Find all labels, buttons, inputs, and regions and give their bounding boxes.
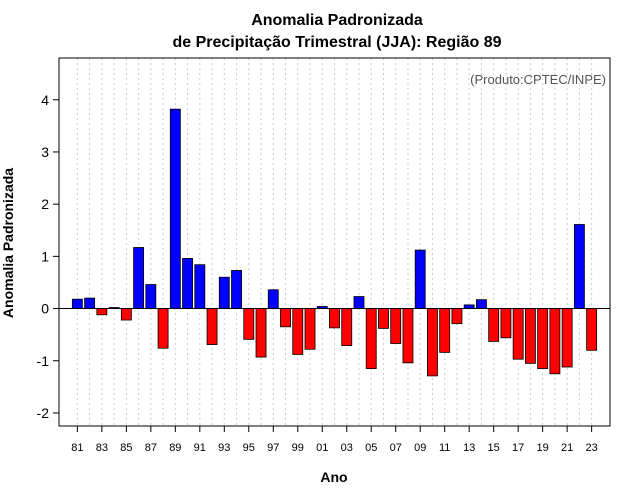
x-tick-label: 91 <box>194 442 206 454</box>
x-tick-label: 95 <box>243 442 255 454</box>
bar-2012 <box>451 308 463 325</box>
bar-2007 <box>390 308 402 344</box>
bar-1986 <box>133 247 145 309</box>
bar-1983 <box>96 308 108 316</box>
x-tick-label: 21 <box>561 442 573 454</box>
bar-2004 <box>353 296 365 309</box>
y-tick-label: 4 <box>41 92 49 108</box>
credit-label: (Produto:CPTEC/INPE) <box>470 72 606 87</box>
x-tick-label: 87 <box>145 442 157 454</box>
bar-2008 <box>402 308 414 364</box>
grid-lines <box>76 58 593 426</box>
bar-1993 <box>218 276 230 309</box>
x-tick-label: 99 <box>292 442 304 454</box>
x-axis-title: Ano <box>320 469 347 485</box>
chart-title: Anomalia Padronizada <box>251 12 423 29</box>
bar-2016 <box>500 308 512 339</box>
bar-2019 <box>537 308 549 369</box>
bar-2010 <box>427 308 438 377</box>
bar-1992 <box>206 308 218 345</box>
y-tick-label: 3 <box>41 144 49 160</box>
x-tick-label: 07 <box>390 442 402 454</box>
x-tick-label: 15 <box>488 442 500 454</box>
bar-2015 <box>488 308 500 342</box>
bar-2005 <box>365 308 377 369</box>
bar-2003 <box>341 308 353 347</box>
bar-2014 <box>476 299 487 309</box>
bar-1988 <box>157 308 169 349</box>
bar-2018 <box>524 308 536 364</box>
x-tick-label: 05 <box>365 442 377 454</box>
y-tick-label: 1 <box>41 248 49 264</box>
bar-1995 <box>243 308 255 340</box>
bar-2011 <box>439 308 451 353</box>
y-axis: -2 -1 0 1 2 3 4 <box>37 92 59 421</box>
bar-2009 <box>414 249 426 309</box>
x-tick-label: 13 <box>463 442 475 454</box>
x-tick-label: 01 <box>316 442 328 454</box>
bar-1989 <box>169 108 181 309</box>
y-tick-label: -1 <box>37 353 50 369</box>
bar-1990 <box>182 258 193 309</box>
x-tick-label: 83 <box>96 442 108 454</box>
x-tick-label: 93 <box>218 442 230 454</box>
bar-2023 <box>586 308 598 351</box>
bar-1997 <box>267 289 279 309</box>
x-tick-label: 09 <box>414 442 426 454</box>
bar-2022 <box>573 224 585 309</box>
x-tick-label: 89 <box>169 442 181 454</box>
bar-2021 <box>561 308 573 368</box>
bar-1985 <box>120 308 132 321</box>
y-tick-label: -2 <box>37 405 50 421</box>
x-tick-label: 17 <box>512 442 524 454</box>
x-tick-label: 03 <box>341 442 353 454</box>
bar-1999 <box>292 308 304 355</box>
bar-1982 <box>84 297 96 309</box>
x-tick-label: 81 <box>71 442 83 454</box>
bar-2002 <box>329 308 340 329</box>
x-axis: 81 83 85 87 89 91 93 95 97 99 01 03 05 07 09 11 13 15 17 19… <box>71 426 598 454</box>
bar-1998 <box>280 308 291 328</box>
x-tick-label: 19 <box>537 442 549 454</box>
bar-1994 <box>231 270 242 309</box>
y-axis-title: Anomalia Padronizada <box>0 168 16 318</box>
bar-1987 <box>145 284 157 309</box>
bar-1981 <box>71 298 83 309</box>
x-tick-label: 11 <box>439 442 450 454</box>
x-tick-label: 23 <box>586 442 598 454</box>
x-tick-label: 97 <box>267 442 279 454</box>
bar-2017 <box>512 308 524 360</box>
y-tick-label: 0 <box>41 301 49 317</box>
bar-1991 <box>194 264 206 309</box>
bars <box>71 108 598 377</box>
x-tick-label: 85 <box>120 442 132 454</box>
chart-subtitle: de Precipitação Trimestral (JJA): Região… <box>172 34 501 51</box>
bar-2020 <box>549 308 561 375</box>
bar-2006 <box>378 308 389 329</box>
bar-2013 <box>463 304 475 309</box>
plot-frame <box>58 57 611 427</box>
bar-2000 <box>304 308 316 350</box>
bar-1996 <box>255 308 267 358</box>
y-tick-label: 2 <box>41 196 49 212</box>
